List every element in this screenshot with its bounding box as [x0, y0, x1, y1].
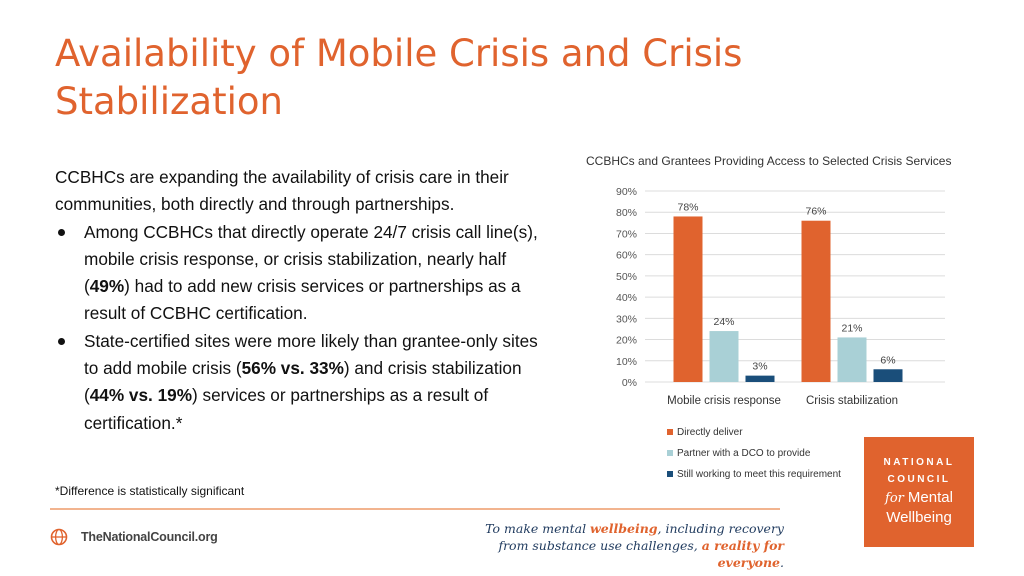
bar — [745, 375, 775, 382]
legend-label: Directly deliver — [677, 427, 743, 438]
bullet2-text-b: ) and crisis stabilization ( — [84, 358, 522, 406]
bar-chart: CCBHCs and Grantees Providing Access to … — [586, 154, 951, 480]
bar — [873, 369, 903, 382]
page-title: Availability of Mobile Crisis and Crisis… — [55, 32, 743, 123]
y-tick-label: 0% — [622, 377, 637, 389]
bar — [673, 216, 703, 382]
chart-title: CCBHCs and Grantees Providing Access to … — [586, 154, 951, 168]
bullet-item-2: State-certified sites were more likely t… — [55, 328, 555, 437]
legend-label: Still working to meet this requirement — [677, 469, 841, 480]
y-tick-label: 10% — [616, 356, 637, 368]
bullet2-text-c: ) services or partnerships as a result o… — [84, 385, 489, 433]
y-tick-label: 50% — [616, 271, 637, 283]
tagline-part-1: To make mental — [485, 521, 591, 536]
y-tick-label: 40% — [616, 292, 637, 304]
national-council-logo: NATIONAL COUNCIL for Mental Wellbeing — [864, 437, 974, 547]
logo-wellbeing: Wellbeing — [886, 509, 952, 526]
x-category-label: Crisis stabilization — [806, 395, 898, 407]
bullet-item-1: Among CCBHCs that directly operate 24/7 … — [55, 219, 555, 328]
y-tick-label: 60% — [616, 250, 637, 262]
bullet1-text-a: Among CCBHCs that directly operate 24/7 … — [84, 221, 538, 297]
logo-council: COUNCIL — [887, 474, 951, 485]
bar — [837, 337, 867, 382]
globe-icon — [50, 528, 68, 546]
legend-label: Partner with a DCO to provide — [677, 448, 811, 459]
tagline-period: . — [780, 555, 784, 570]
y-tick-label: 20% — [616, 335, 637, 347]
logo-for: for — [885, 491, 904, 506]
data-label: 24% — [713, 316, 734, 328]
legend-swatch — [667, 450, 673, 456]
data-label: 3% — [752, 361, 767, 373]
y-tick-label: 90% — [616, 186, 637, 198]
tagline-part-2: , including recovery from substance use … — [498, 521, 784, 553]
data-label: 76% — [805, 206, 826, 218]
tagline-reality: a reality for everyone — [701, 538, 784, 570]
logo-for-mental: for Mental — [864, 489, 974, 506]
bullet1-text-b: ) had to add new crisis services or part… — [84, 276, 521, 324]
data-label: 6% — [880, 354, 895, 366]
bar — [709, 331, 739, 382]
intro-paragraph: CCBHCs are expanding the availability of… — [55, 167, 509, 215]
logo-mental: Mental — [907, 489, 953, 506]
legend-swatch — [667, 471, 673, 477]
chart-area: CCBHCs and Grantees Providing Access to … — [560, 145, 960, 495]
y-tick-label: 80% — [616, 207, 637, 219]
bullet2-text-a: State-certified sites were more likely t… — [84, 330, 538, 379]
logo-national: NATIONAL — [883, 457, 955, 468]
bullet2-stat-2: 44% vs. 19% — [89, 385, 192, 406]
bullet1-stat: 49% — [89, 276, 125, 297]
bullet2-stat-1: 56% vs. 33% — [241, 358, 344, 379]
x-category-label: Mobile crisis response — [667, 395, 781, 407]
footer-divider — [50, 508, 780, 510]
tagline-wellbeing: wellbeing — [590, 521, 658, 536]
data-label: 21% — [841, 322, 862, 334]
footer-site-logo[interactable]: TheNationalCouncil.org — [50, 528, 218, 546]
data-label: 78% — [677, 201, 698, 213]
body-text: CCBHCs are expanding the availability of… — [55, 164, 555, 437]
y-tick-label: 70% — [616, 228, 637, 240]
footer-tagline: To make mental wellbeing, including reco… — [470, 520, 784, 571]
y-tick-label: 30% — [616, 313, 637, 325]
footer-site-link[interactable]: TheNationalCouncil.org — [81, 530, 218, 544]
bar — [801, 220, 831, 382]
legend-swatch — [667, 429, 673, 435]
footnote: *Difference is statistically significant — [55, 484, 245, 498]
bullet-list: Among CCBHCs that directly operate 24/7 … — [55, 219, 555, 437]
